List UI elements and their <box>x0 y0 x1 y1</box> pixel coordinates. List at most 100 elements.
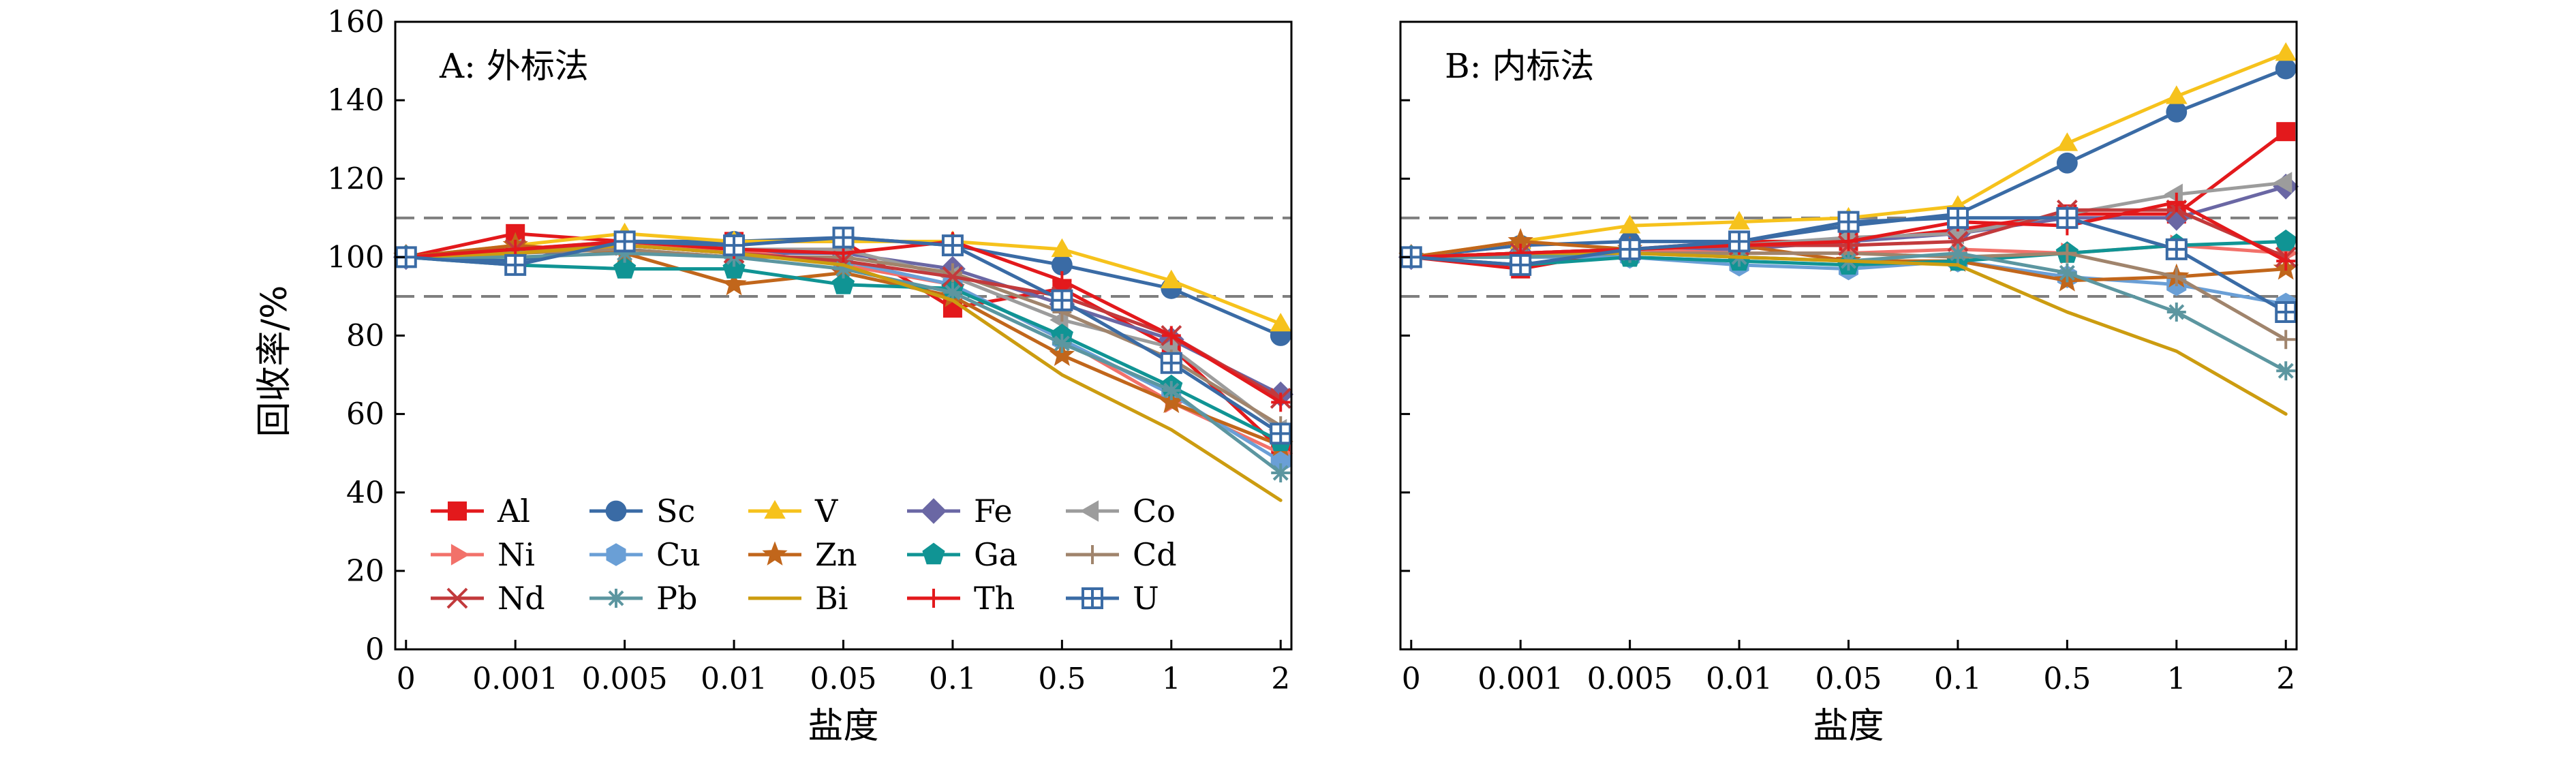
legend-item-ni: Ni <box>431 536 535 573</box>
data-point-u <box>1160 352 1182 374</box>
data-point-nd <box>942 266 964 288</box>
data-point-pb <box>1948 243 1967 263</box>
legend-item-bi: Bi <box>748 580 848 617</box>
legend-item-v: V <box>748 493 838 529</box>
panel-a-reference-lines <box>395 216 1291 298</box>
data-point-th <box>1271 392 1291 412</box>
legend-marker-zn <box>762 541 788 566</box>
data-point-zn <box>1159 388 1184 414</box>
legend-label: Zn <box>815 536 857 573</box>
data-point-cd <box>942 263 962 283</box>
data-point-ga <box>613 257 637 279</box>
data-point-th <box>1161 326 1181 345</box>
data-point-co <box>2273 172 2293 194</box>
legend-item-ga: Ga <box>907 536 1017 573</box>
y-tick-label: 0 <box>365 632 384 667</box>
legend-label: Cd <box>1133 536 1177 573</box>
legend-label: Ga <box>974 536 1017 573</box>
data-point-pb <box>2276 361 2296 381</box>
y-tick-label: 160 <box>327 5 384 40</box>
x-tick-label: 0.05 <box>1815 662 1882 696</box>
x-tick-label: 2 <box>2276 662 2295 696</box>
data-point-pb <box>615 243 634 263</box>
data-point-zn <box>1049 341 1075 367</box>
y-tick-label: 20 <box>346 554 384 589</box>
x-tick-label: 0.005 <box>582 662 668 696</box>
series-bi <box>404 243 1283 502</box>
legend-label: Sc <box>656 493 695 529</box>
data-point-pb <box>1052 334 1072 354</box>
data-point-pb <box>833 259 853 279</box>
y-tick-label: 60 <box>346 397 384 432</box>
data-point-th <box>1839 232 1858 251</box>
legend-label: Pb <box>656 580 697 617</box>
legend-marker-fe <box>921 498 947 524</box>
legend-label: Al <box>497 493 530 529</box>
data-point-cd <box>2276 330 2296 350</box>
legend-marker-ga <box>922 542 945 565</box>
panel-b-x-ticks: 0 0.001 0.005 0.01 0.05 0.1 0.5 1 2 <box>1402 640 2295 696</box>
legend-marker-cu <box>606 543 626 566</box>
data-point-u <box>1051 289 1073 311</box>
panel-b-y-ticks <box>1400 20 1410 651</box>
legend-item-al: Al <box>431 493 530 529</box>
data-point-sc <box>2275 58 2297 80</box>
x-tick-label: 0.005 <box>1587 662 1673 696</box>
legend-label: Bi <box>815 580 848 617</box>
x-tick-label: 1 <box>2167 662 2186 696</box>
legend-marker-u <box>1082 587 1103 609</box>
data-point-u <box>1509 253 1532 276</box>
data-point-sc <box>1051 254 1073 276</box>
data-point-ga <box>2274 229 2297 251</box>
legend-marker-nd <box>446 587 468 609</box>
legend-marker-v <box>764 499 786 519</box>
data-point-u <box>1619 238 1641 260</box>
data-point-v <box>2056 132 2079 151</box>
x-tick-label: 0.5 <box>2043 662 2091 696</box>
data-point-u <box>1946 206 1969 229</box>
legend-item-th: Th <box>907 580 1015 617</box>
data-point-v <box>1619 215 1641 234</box>
data-point-v <box>1161 269 1182 289</box>
panel-b-series <box>1398 42 2299 416</box>
data-point-v <box>1728 211 1750 230</box>
data-point-pb <box>1161 381 1181 401</box>
data-point-u <box>723 234 746 257</box>
x-tick-label: 0 <box>397 662 416 696</box>
x-tick-label: 0.1 <box>929 662 977 696</box>
legend-item-cu: Cu <box>589 536 701 573</box>
panel-b-x-axis-title: 盐度 <box>1813 706 1884 747</box>
data-point-v <box>1051 238 1073 258</box>
x-tick-label: 0.01 <box>701 662 767 696</box>
panel-b-title: B: 内标法 <box>1445 46 1594 86</box>
panel-a-series <box>393 222 1294 502</box>
data-point-u <box>1837 211 1860 233</box>
panel-a-x-axis-title: 盐度 <box>808 706 878 747</box>
legend-label: U <box>1133 580 1159 617</box>
legend-label: Fe <box>974 493 1013 529</box>
data-point-pb <box>1271 463 1291 482</box>
panel-b-plot-frame <box>1399 20 2298 651</box>
legend-item-co: Co <box>1066 493 1176 529</box>
legend-label: Cu <box>656 536 701 573</box>
legend-label: Ni <box>497 536 535 573</box>
data-point-pb <box>2057 263 2077 283</box>
y-tick-label: 140 <box>327 83 384 118</box>
data-point-co <box>2164 183 2183 205</box>
x-tick-label: 0.001 <box>1477 662 1563 696</box>
data-point-v <box>1270 313 1291 332</box>
legend-marker-pb <box>607 589 626 608</box>
data-point-al <box>2276 122 2296 142</box>
x-tick-label: 0.5 <box>1038 662 1086 696</box>
panel-b-internal-standard: 0 0.001 0.005 0.01 0.05 0.1 0.5 1 2 B: 内标法 盐度 <box>1398 20 2299 747</box>
panel-a-title: A: 外标法 <box>439 46 589 86</box>
data-point-u <box>2275 300 2297 323</box>
data-point-th <box>1052 271 1072 290</box>
data-point-sc <box>2166 101 2188 123</box>
legend-marker-sc <box>605 500 627 522</box>
series-u <box>1400 206 2297 323</box>
data-point-u <box>832 226 855 249</box>
data-point-u <box>613 230 636 253</box>
legend-item-cd: Cd <box>1066 536 1177 573</box>
